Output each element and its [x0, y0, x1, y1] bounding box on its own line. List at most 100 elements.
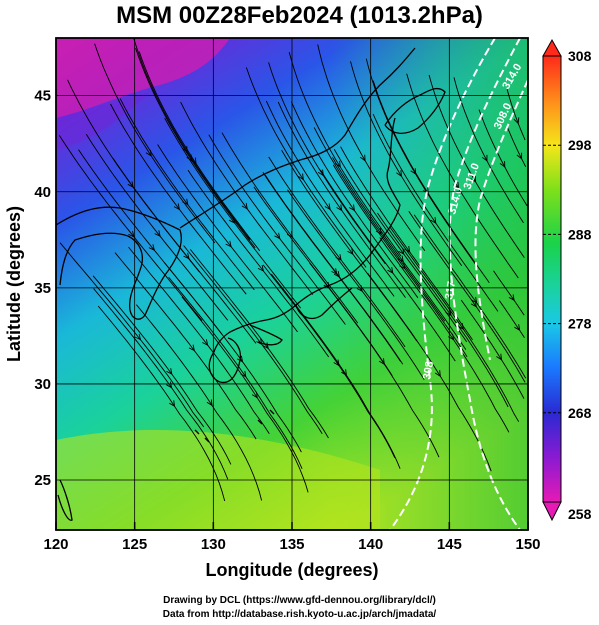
streamline [262, 264, 396, 458]
streamline-arrow [399, 262, 406, 270]
streamline [97, 305, 226, 502]
x-tick-label: 140 [358, 536, 383, 553]
streamline-arrow [359, 154, 366, 162]
honshu-coast [213, 117, 401, 353]
streamline-arrow [470, 300, 477, 308]
streamline [180, 101, 314, 295]
streamline-arrow [499, 160, 506, 168]
streamline-arrow [397, 255, 404, 263]
streamline-arrow [516, 152, 523, 160]
ryukyu-islands [194, 409, 275, 443]
streamline [281, 149, 418, 342]
y-tick-label: 35 [34, 280, 51, 297]
streamline-arrow [387, 267, 394, 274]
streamline-arrow [470, 175, 477, 183]
streamline [317, 44, 426, 251]
contour-lines [389, 38, 528, 530]
streamline-arrow [182, 145, 188, 153]
streamline [460, 299, 525, 399]
colorbar-ticks: 308 298 288 278 268 258 [543, 48, 592, 522]
streamline [110, 103, 247, 295]
streamline [94, 43, 216, 244]
streamline-arrow [262, 342, 269, 350]
streamline [377, 212, 509, 408]
streamline [277, 101, 406, 298]
streamline [114, 252, 257, 440]
credits-line-1: Drawing by DCL (https://www.gfd-dennou.o… [163, 595, 436, 606]
contour-label: 317 [443, 280, 458, 300]
streamline [85, 133, 229, 321]
colorbar-label: 278 [568, 316, 592, 332]
streamline-arrow [471, 296, 478, 304]
shikoku-coast [249, 324, 283, 346]
streamline [350, 61, 463, 266]
streamline-arrow [378, 358, 385, 366]
streamline [181, 296, 309, 493]
streamline-arrow [169, 400, 176, 408]
hokkaido-coast [384, 87, 446, 134]
streamline [164, 117, 302, 309]
streamline [287, 189, 425, 380]
wind-streamlines [58, 38, 528, 502]
streamline-arrow [324, 203, 331, 211]
streamline-arrow [148, 244, 155, 252]
streamline-arrow [348, 204, 355, 212]
streamline-arrow [145, 149, 152, 157]
map-title: MSM 00Z28Feb2024 (1013.2hPa) [116, 2, 483, 29]
streamline [135, 47, 256, 249]
colorbar-top-arrow [542, 38, 562, 57]
streamline-arrow [457, 323, 464, 330]
streamline [128, 246, 270, 435]
streamline [93, 288, 229, 480]
streamline-arrow [206, 399, 213, 407]
streamline [493, 270, 525, 316]
streamline [320, 169, 456, 362]
credits-line-2: Data from http://database.rish.kyoto-u.a… [162, 609, 437, 620]
streamline [168, 276, 303, 469]
streamline [92, 275, 232, 465]
streamline [413, 214, 527, 379]
streamline-arrow [333, 359, 340, 367]
streamline-arrow [188, 344, 195, 352]
streamline-arrow [347, 248, 354, 255]
contour-line-1 [389, 38, 496, 530]
x-tick-label: 135 [279, 536, 304, 553]
streamline-arrow [496, 353, 503, 361]
streamline [428, 74, 525, 258]
streamline-arrow [434, 370, 441, 378]
streamline [333, 148, 468, 343]
streamline [58, 135, 203, 321]
streamline-arrow [331, 268, 338, 275]
streamline [133, 38, 251, 240]
streamline [189, 249, 329, 439]
x-axis-title: Longitude (degrees) [205, 560, 378, 580]
credits: Drawing by DCL (https://www.gfd-dennou.o… [0, 594, 599, 622]
x-tick-label: 150 [515, 536, 540, 553]
streamline [157, 144, 298, 333]
streamline [506, 89, 526, 141]
streamline [288, 51, 402, 257]
streamline-arrow [430, 217, 437, 224]
streamline-arrow [134, 333, 142, 341]
lat-lon-grid [56, 38, 528, 530]
streamline-arrow [166, 368, 173, 375]
y-tick-label: 25 [34, 472, 51, 489]
streamline-arrow [225, 240, 232, 248]
streamline-arrow [514, 324, 521, 332]
y-tick-label: 30 [34, 376, 51, 393]
streamline [406, 73, 519, 279]
streamline [119, 98, 255, 291]
streamline [379, 237, 510, 433]
streamline-arrow [173, 203, 181, 211]
streamline [372, 80, 490, 284]
streamline [271, 273, 401, 469]
streamline [498, 300, 525, 338]
streamline-arrow [297, 173, 304, 181]
streamline [408, 211, 526, 383]
streamline [164, 262, 302, 453]
streamline [221, 132, 359, 324]
streamline [245, 67, 367, 268]
colorbar-label: 298 [568, 137, 592, 153]
streamline [187, 169, 330, 358]
streamline-arrow [128, 230, 135, 238]
